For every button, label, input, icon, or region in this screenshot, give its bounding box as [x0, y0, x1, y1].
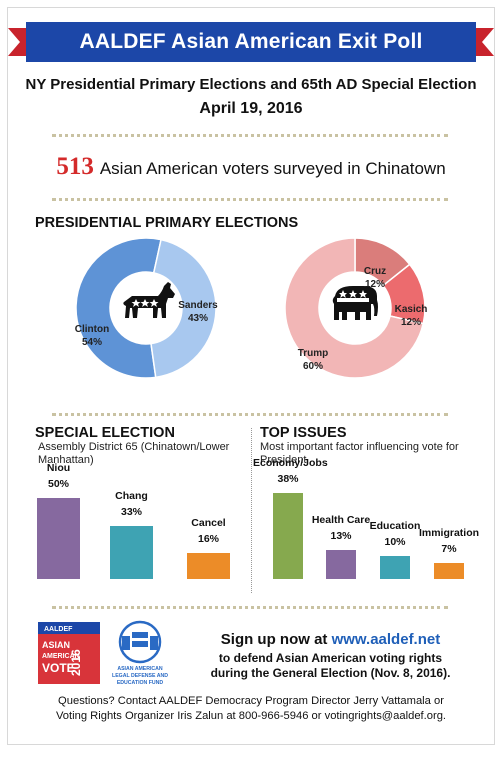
slice-value-label: 60% [303, 361, 323, 372]
bar-category-label: Cancel [191, 517, 226, 530]
bar-category-label: Niou [46, 462, 71, 474]
infographic: AALDEF Asian American Exit Poll NY Presi… [7, 7, 495, 745]
slice-label: Kasich [395, 304, 427, 315]
section-divider [251, 428, 252, 593]
elephant-icon [332, 286, 378, 320]
donut-slice-sanders [150, 238, 217, 379]
signup-line-1: Sign up now at www.aaldef.net [178, 631, 483, 648]
bar-health-care [326, 549, 356, 579]
svg-text:AMERICAN: AMERICAN [42, 653, 80, 660]
contact-line-2: Voting Rights Organizer Iris Zalun at 80… [55, 710, 447, 722]
svg-text:VOTE: VOTE [42, 661, 75, 675]
bar-value-label: 33% [120, 505, 142, 518]
bar-category-label: Health Care [311, 513, 371, 526]
bar-category-label: Chang [115, 489, 148, 502]
slice-value-label: 43% [188, 313, 208, 324]
contact-info: Questions? Contact AALDEF Democracy Prog… [8, 694, 494, 724]
bar-cancel [187, 553, 230, 579]
svg-text:EDUCATION FUND: EDUCATION FUND [117, 680, 164, 686]
signup-prefix: Sign up now at [220, 631, 332, 648]
signup-callout: Sign up now at www.aaldef.net to defend … [178, 631, 483, 681]
special-election-heading: SPECIAL ELECTION [35, 425, 175, 441]
dotted-divider [52, 198, 448, 201]
donut-slice-clinton [75, 237, 162, 379]
slice-label: Cruz [364, 266, 386, 277]
bar-label: Cancel 16% [167, 515, 250, 547]
bar-economy-jobs [273, 493, 303, 579]
voters-count: 513 [56, 153, 94, 180]
bar-label: Health Care 13% [306, 512, 376, 544]
bar-category-label: Immigration [418, 527, 480, 540]
special-election-subheading: Assembly District 65 (Chinatown/Lower Ma… [38, 441, 230, 466]
contact-line-1: Questions? Contact AALDEF Democracy Prog… [58, 695, 444, 707]
presidential-heading: PRESIDENTIAL PRIMARY ELECTIONS [35, 215, 299, 231]
slice-label: Sanders [178, 300, 218, 311]
slice-value-label: 54% [82, 337, 102, 348]
bar-value-label: 38% [277, 473, 299, 485]
bar-label: Immigration 7% [414, 525, 484, 557]
svg-text:ASIAN AMERICAN: ASIAN AMERICAN [117, 666, 163, 672]
top-issues-heading: TOP ISSUES [260, 425, 347, 441]
voters-label: Asian American voters surveyed in Chinat… [99, 159, 446, 178]
title-banner [8, 22, 494, 62]
svg-text:LEGAL DEFENSE AND: LEGAL DEFENSE AND [112, 673, 168, 679]
subtitle-date: April 19, 2016 [199, 100, 303, 117]
bar-value-label: 7% [441, 543, 457, 556]
subtitle-line-1: NY Presidential Primary Elections and 65… [25, 76, 477, 93]
aaldef-logo: ASIAN AMERICAN LEGAL DEFENSE AND EDUCATI… [112, 620, 168, 686]
signup-line-3: during the General Election (Nov. 8, 201… [210, 666, 451, 680]
dotted-divider [52, 413, 448, 416]
slice-value-label: 12% [401, 317, 421, 328]
svg-text:AALDEF: AALDEF [44, 626, 73, 633]
bar-label: Education 10% [360, 518, 430, 550]
slice-label: Trump [298, 348, 329, 359]
bar-value-label: 16% [197, 533, 219, 546]
svg-text:2016: 2016 [69, 649, 83, 676]
signup-link[interactable]: www.aaldef.net [331, 631, 441, 648]
asian-american-vote-2016-logo: AALDEF ASIAN AMERICAN VOTE 2016 [38, 622, 100, 684]
signup-line-2: to defend Asian American voting rights [218, 651, 443, 665]
top-issues-subheading: Most important factor influencing vote f… [260, 441, 459, 466]
svg-text:ASIAN: ASIAN [42, 640, 70, 650]
republican-primary-donut: Cruz 12% Kasich 12% Trump 60% [284, 237, 427, 379]
bar-value-label: 50% [47, 478, 69, 490]
bar-immigration [434, 563, 464, 579]
bar-label: Economy/Jobs 38% [253, 455, 328, 487]
bar-label: Niou 50% [17, 460, 100, 492]
slice-value-label: 12% [365, 279, 385, 290]
dotted-divider [52, 134, 448, 137]
democratic-primary-donut: Clinton 54% Sanders 43% [75, 237, 218, 379]
bar-education [380, 556, 410, 579]
voters-summary: 513 Asian American voters surveyed in Chi… [8, 153, 494, 181]
dotted-divider [52, 606, 448, 609]
bar-chang [110, 525, 153, 579]
donut-slice-trump [284, 237, 425, 379]
slice-label: Clinton [75, 324, 109, 335]
bar-value-label: 10% [384, 536, 406, 549]
bar-category-label: Education [369, 520, 421, 533]
bar-niou [37, 498, 80, 579]
bar-value-label: 13% [330, 529, 352, 542]
donkey-icon [123, 282, 175, 318]
bar-label: Chang 33% [90, 488, 173, 520]
bar-category-label: Economy/Jobs [253, 457, 328, 469]
banner-title: AALDEF Asian American Exit Poll [79, 30, 423, 53]
